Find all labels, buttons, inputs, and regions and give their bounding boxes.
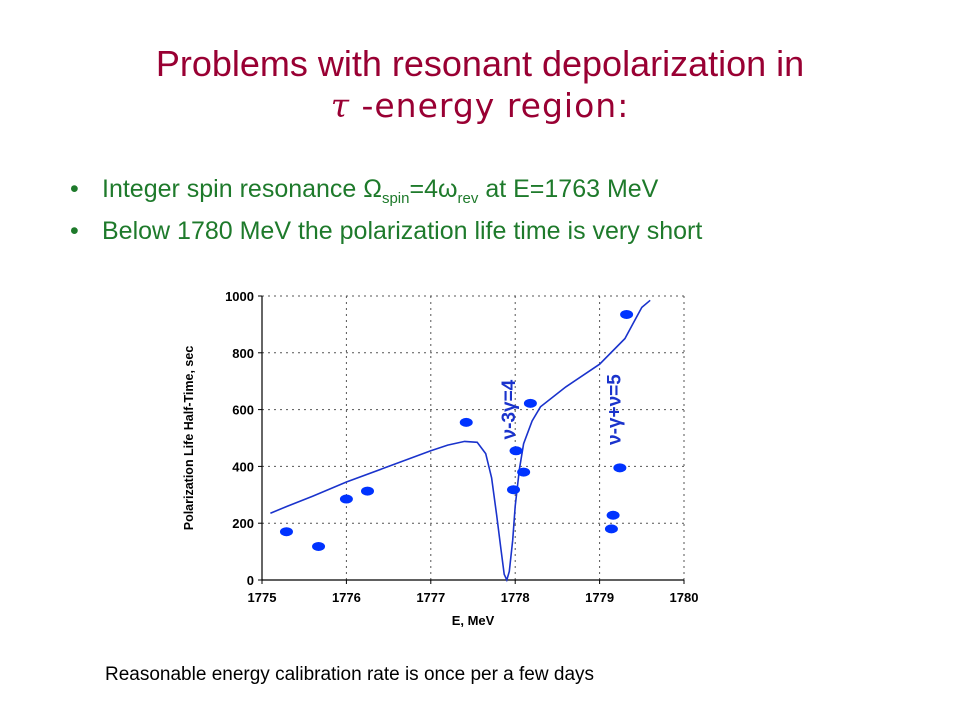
y-tick-label: 0 [247,573,254,588]
footer-note: Reasonable energy calibration rate is on… [105,664,595,685]
data-point [517,467,531,477]
data-point [509,446,523,456]
bullet-item-life-time: • Below 1780 MeV the polarization life ti… [70,214,702,256]
y-tick-label: 600 [232,403,254,418]
data-point [361,486,374,496]
bullet-2-text: Below 1780 MeV the polarization life tim… [102,217,703,245]
data-point [459,417,473,427]
bullet-1-text-mid: =4ω [409,175,458,203]
data-point [339,494,353,504]
data-point [606,510,620,520]
x-axis-label: E, MeV [452,613,495,628]
y-tick-label: 800 [232,346,254,361]
data-point [613,463,627,473]
bullet-1-text-start: Integer spin resonance Ω [102,175,382,203]
data-point [620,309,634,319]
data-point [523,398,537,408]
x-tick-label: 1776 [332,590,361,605]
resonance-annotation: ν-γ+ν=5 [605,374,626,445]
data-point [604,524,618,534]
x-tick-label: 1777 [416,590,445,605]
x-tick-label: 1775 [248,590,277,605]
title-line-1: Problems with resonant depolarization in [155,43,805,84]
slide-title: Problems with resonant depolarization in… [0,42,960,126]
theory-curve [270,299,651,583]
bullet-item-spin-resonance: • Integer spin resonance Ωspin=4ωrev at E… [70,172,702,214]
data-point [507,485,521,495]
bullet-1-subscript-spin: spin [381,190,410,207]
bullet-dot-icon: • [70,175,79,203]
title-line-2-text: -energy region: [349,86,630,125]
bullet-dot-icon: • [70,217,79,245]
x-tick-label: 1778 [501,590,530,605]
bullet-1-text-end: at E=1763 MeV [478,175,659,203]
y-tick-label: 400 [232,459,254,474]
x-tick-label: 1779 [585,590,614,605]
resonance-annotation: ν-3γ=4 [499,379,520,439]
bullet-1-subscript-rev: rev [457,190,479,207]
y-tick-label: 200 [232,516,254,531]
tau-symbol: τ [330,86,350,125]
data-point [279,527,293,537]
bullet-list: • Integer spin resonance Ωspin=4ωrev at E… [70,172,702,256]
y-axis-label: Polarization Life Half-Time, sec [182,346,196,531]
y-tick-label: 1000 [225,289,254,304]
data-point [312,541,326,551]
title-line-2: τ -energy region: [0,86,960,126]
x-tick-label: 1780 [670,590,699,605]
